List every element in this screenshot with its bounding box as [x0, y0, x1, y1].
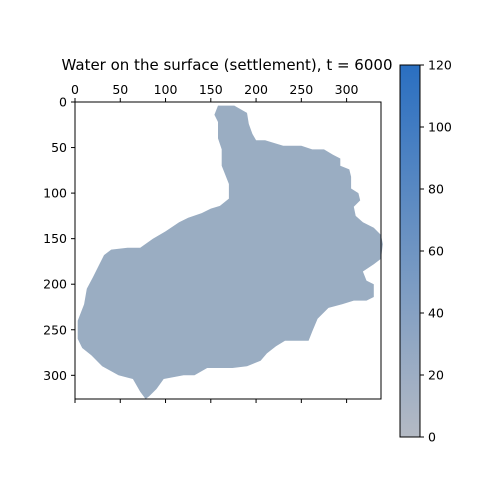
- x-axis-bottom: [74, 399, 348, 403]
- colorbar-tick-label: 120: [428, 58, 452, 73]
- colorbar-tick-label: 20: [428, 368, 444, 383]
- colorbar-tick-label: 100: [428, 120, 452, 135]
- colorbar-axis: 0 20 40 60 80 100 120: [420, 58, 452, 445]
- colorbar-tick-label: 80: [428, 182, 444, 197]
- x-tick-label: 0: [71, 82, 79, 97]
- watershed-region: [77, 105, 383, 399]
- x-tick-label: 250: [289, 82, 313, 97]
- x-tick-label: 300: [335, 82, 359, 97]
- y-tick-label: 300: [43, 368, 67, 383]
- x-tick-label: 200: [244, 82, 268, 97]
- y-tick-label: 50: [51, 140, 67, 155]
- colorbar-tick-label: 60: [428, 244, 444, 259]
- chart-title: Water on the surface (settlement), t = 6…: [62, 56, 393, 74]
- colorbar-tick-label: 0: [428, 430, 436, 445]
- x-tick-label: 150: [199, 82, 223, 97]
- x-axis-top: 0 50 100 150 200 250 300: [71, 82, 359, 102]
- y-tick-label: 0: [59, 95, 67, 110]
- x-tick-label: 100: [154, 82, 178, 97]
- plot-frame: [74, 101, 382, 400]
- y-axis-left: 0 50 100 150 200 250 300: [43, 95, 75, 383]
- colorbar-tick-label: 40: [428, 306, 444, 321]
- x-tick-label: 50: [112, 82, 128, 97]
- y-tick-label: 150: [43, 231, 67, 246]
- y-tick-label: 250: [43, 322, 67, 337]
- colorbar: [399, 64, 421, 438]
- y-tick-label: 100: [43, 186, 67, 201]
- y-tick-label: 200: [43, 277, 67, 292]
